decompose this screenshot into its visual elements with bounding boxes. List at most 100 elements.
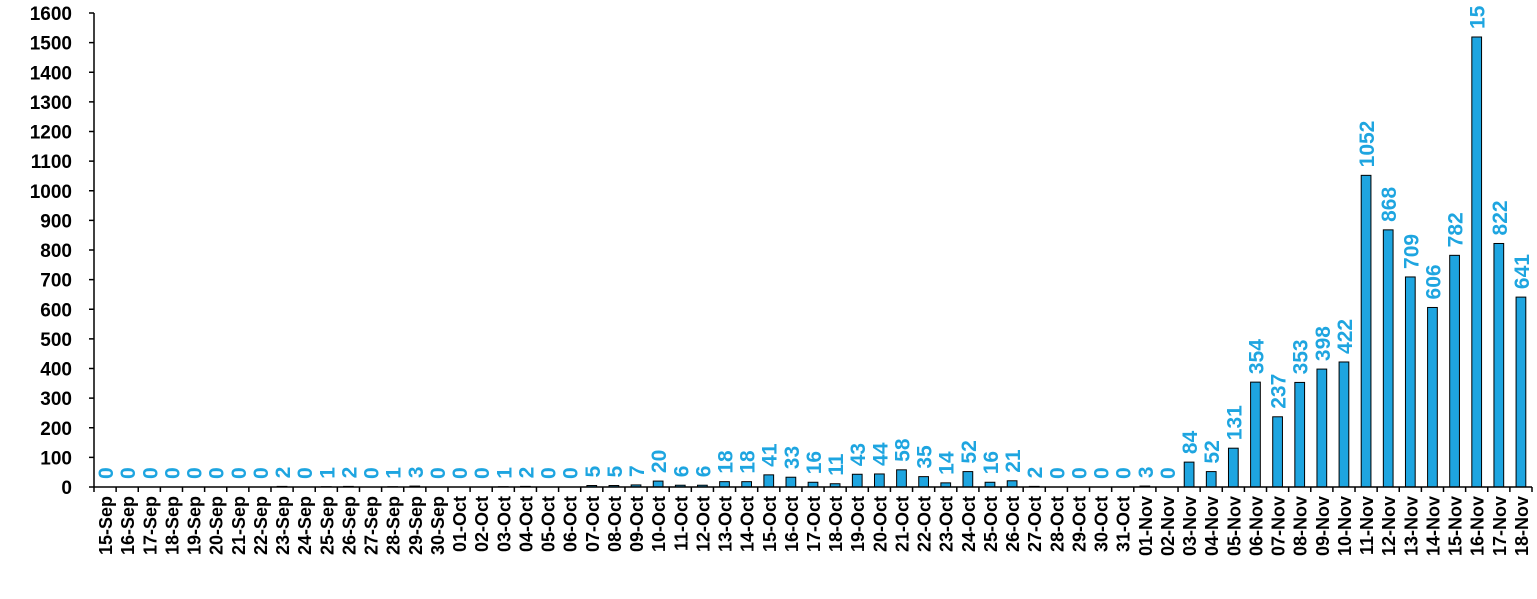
data-label: 2 <box>338 467 361 479</box>
x-tick-label: 24-Sep <box>295 496 315 555</box>
data-label: 131 <box>1223 405 1246 440</box>
data-label: 0 <box>117 467 140 479</box>
bar-04-Nov <box>1205 471 1217 488</box>
x-tick-label: 08-Oct <box>605 496 625 552</box>
data-label: 18 <box>715 450 738 474</box>
data-label: 0 <box>139 467 162 479</box>
bar-10-Oct <box>652 480 664 488</box>
data-label: 0 <box>206 467 229 479</box>
data-label: 21 <box>1002 449 1025 473</box>
data-label: 35 <box>914 445 937 469</box>
data-label: 1 <box>383 467 406 479</box>
x-tick-label: 08-Nov <box>1291 496 1311 556</box>
bar-16-Oct <box>785 476 797 488</box>
x-tick-label: 22-Sep <box>251 496 271 555</box>
data-label: 2 <box>272 467 295 479</box>
x-tick-label: 07-Oct <box>583 496 603 552</box>
x-tick-label: 10-Oct <box>649 496 669 552</box>
y-tick-label: 1600 <box>30 4 72 25</box>
y-tick-label: 1000 <box>30 182 72 203</box>
bar-07-Nov <box>1272 416 1283 488</box>
x-tick-label: 11-Oct <box>671 496 691 551</box>
data-label: 0 <box>538 467 561 479</box>
x-tick-label: 25-Oct <box>981 496 1001 552</box>
x-tick-label: 14-Oct <box>738 496 758 552</box>
data-label: 3 <box>405 466 428 478</box>
x-tick-label: 30-Sep <box>428 496 448 555</box>
data-label: 33 <box>781 446 804 469</box>
data-label: 84 <box>1179 430 1202 454</box>
y-tick-label: 1300 <box>30 93 72 114</box>
data-label: 354 <box>1245 339 1268 374</box>
y-tick-label: 800 <box>40 241 72 262</box>
bar-22-Oct <box>918 476 929 488</box>
data-label: 52 <box>1201 440 1224 463</box>
x-tick-label: 21-Oct <box>892 496 912 552</box>
x-tick-label: 19-Sep <box>185 496 205 555</box>
data-label: 0 <box>449 467 472 479</box>
x-tick-label: 26-Sep <box>339 496 359 555</box>
x-tick-label: 18-Nov <box>1512 496 1532 556</box>
data-label: 11 <box>825 453 848 476</box>
x-tick-label: 15-Sep <box>96 496 116 555</box>
x-tick-label: 06-Nov <box>1246 496 1266 556</box>
x-tick-label: 20-Oct <box>870 496 890 552</box>
x-tick-label: 27-Oct <box>1025 496 1045 552</box>
x-tick-label: 12-Oct <box>693 496 713 552</box>
x-tick-label: 24-Oct <box>959 496 979 552</box>
x-tick-label: 06-Oct <box>561 496 581 552</box>
x-tick-label: 18-Sep <box>162 496 182 555</box>
x-tick-label: 17-Oct <box>804 496 824 552</box>
bar-09-Nov <box>1316 368 1328 488</box>
bar-16-Nov <box>1471 36 1483 488</box>
data-label: 20 <box>648 450 671 473</box>
data-label: 0 <box>294 467 317 479</box>
x-tick-label: 03-Nov <box>1180 496 1200 556</box>
x-tick-label: 05-Oct <box>539 496 559 552</box>
data-label: 16 <box>803 451 826 474</box>
x-tick-label: 27-Sep <box>362 496 382 555</box>
x-tick-label: 13-Nov <box>1401 496 1421 556</box>
bar-24-Oct <box>962 471 974 488</box>
x-tick-label: 04-Nov <box>1202 496 1222 556</box>
bar-13-Oct <box>719 481 730 488</box>
bar-26-Oct <box>1006 480 1018 488</box>
data-label: 2 <box>515 467 538 479</box>
bar-18-Nov <box>1515 296 1527 488</box>
y-tick-label: 200 <box>40 419 72 440</box>
data-label: 1 <box>316 467 339 479</box>
x-tick-label: 16-Nov <box>1468 496 1488 556</box>
data-label: 0 <box>228 467 251 479</box>
bar-19-Oct <box>851 473 863 488</box>
x-tick-label: 01-Oct <box>450 496 470 552</box>
bar-17-Nov <box>1493 242 1505 488</box>
data-label: 0 <box>1113 467 1136 479</box>
x-tick-label: 14-Nov <box>1423 496 1443 556</box>
data-label: 422 <box>1334 319 1357 354</box>
data-label: 58 <box>891 438 914 462</box>
data-label: 0 <box>1046 467 1069 479</box>
data-label: 41 <box>759 443 782 467</box>
data-label: 0 <box>427 467 450 479</box>
x-axis-ticks: 15-Sep 16-Sep 17-Sep 18-Sep 19-Sep 20-Sep 21-S… <box>93 487 1533 556</box>
x-tick-label: 28-Oct <box>1047 496 1067 552</box>
data-label: 709 <box>1400 234 1423 269</box>
x-tick-label: 15-Oct <box>760 496 780 552</box>
bar-15-Nov <box>1449 254 1460 488</box>
data-label: 237 <box>1268 374 1291 409</box>
x-tick-label: 07-Nov <box>1269 496 1289 556</box>
x-tick-label: 10-Nov <box>1335 496 1355 556</box>
x-tick-label: 05-Nov <box>1224 496 1244 556</box>
y-tick-label: 400 <box>40 360 72 381</box>
x-tick-label: 28-Sep <box>384 496 404 555</box>
data-label: 6 <box>692 466 715 478</box>
data-label: 5 <box>604 466 627 478</box>
y-tick-label: 0 <box>61 478 72 499</box>
y-tick-label: 100 <box>40 448 72 469</box>
y-tick-label: 1200 <box>30 123 72 144</box>
x-tick-label: 16-Sep <box>118 496 138 555</box>
data-label: 606 <box>1422 264 1445 299</box>
data-label: 782 <box>1445 212 1468 247</box>
x-tick-label: 21-Sep <box>229 496 249 555</box>
